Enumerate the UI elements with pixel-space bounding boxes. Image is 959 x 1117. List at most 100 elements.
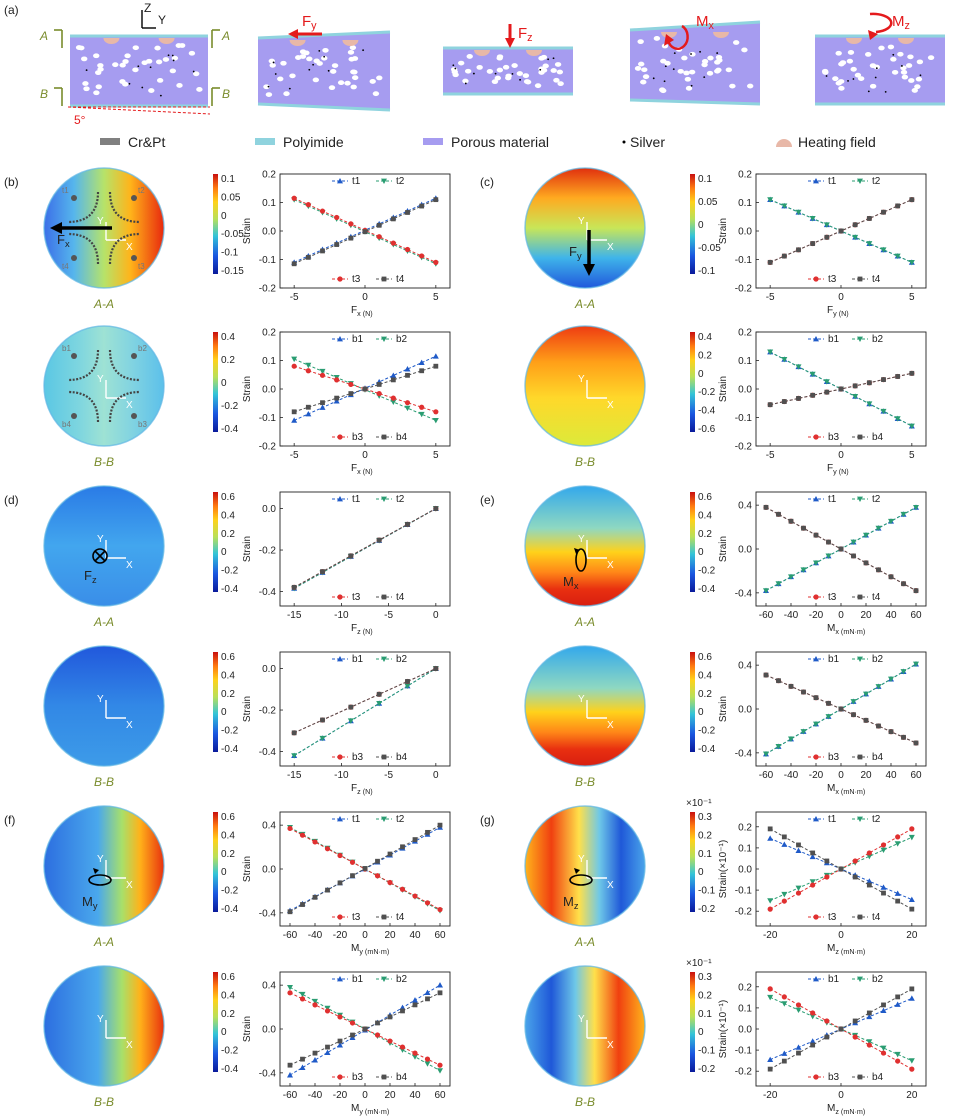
data-point	[809, 1013, 816, 1020]
data-point	[404, 405, 411, 412]
pore	[496, 67, 504, 73]
load-label: Fx	[57, 232, 70, 249]
sensor-trace	[108, 191, 141, 224]
data-point	[796, 842, 801, 848]
data-point	[826, 539, 831, 545]
data-point	[795, 1002, 802, 1008]
pore	[83, 86, 90, 92]
data-point	[350, 1032, 355, 1038]
section-letter: A	[221, 29, 230, 43]
colorbar-tick: -0.4	[221, 904, 239, 915]
data-point	[412, 997, 418, 1003]
y-tick-label: -0.1	[259, 255, 277, 266]
pore	[927, 55, 935, 61]
y-tick-label: -0.2	[735, 1067, 753, 1078]
legend-series-label: b1	[352, 654, 364, 665]
colorbar-tick: -0.2	[221, 886, 239, 897]
legend-series-label: b4	[872, 752, 884, 763]
pore	[869, 83, 877, 89]
data-point	[875, 525, 882, 532]
section-marker: A	[39, 29, 63, 48]
colorbar-tick: -0.1	[698, 1046, 716, 1057]
legend-series-label: b3	[828, 1072, 840, 1083]
legend-series-label: t3	[828, 274, 837, 285]
data-point	[419, 253, 425, 259]
colorbar-tick: 0	[698, 707, 704, 718]
data-point	[894, 253, 901, 260]
y-tick-label: 0.0	[262, 504, 276, 515]
silver-particle	[137, 65, 140, 68]
data-point	[287, 1072, 293, 1078]
data-point	[425, 996, 430, 1002]
series-legend: t3 t4	[332, 274, 405, 285]
data-point	[801, 525, 806, 531]
data-point	[337, 976, 343, 982]
pore	[188, 50, 196, 56]
data-point	[775, 744, 782, 750]
data-point	[337, 754, 343, 760]
x-tick-label: 60	[910, 610, 922, 621]
colorbar-gradient	[690, 174, 695, 274]
colorbar-tick: 0.6	[221, 812, 235, 823]
data-point	[863, 691, 869, 698]
strain-chart: -0.4 0.0 0.4 -60 -40 -20 0 20 40 60 Strain Mx (mN·m…	[718, 651, 927, 796]
strain-map: A-A Y X Mz 0.3 0.2 0.1 0 -0.1 -0.2 ×10⁻¹	[524, 798, 716, 949]
y-tick-label: 0.2	[738, 170, 752, 181]
y-tick-label: 0.4	[738, 501, 752, 512]
silver-particle	[690, 84, 693, 87]
data-point	[337, 816, 343, 822]
pore	[299, 49, 307, 55]
data-point	[824, 1034, 830, 1040]
data-point	[795, 1044, 802, 1050]
strain-chart: -0.4 -0.2 0.0 -15 -10 -5 0 Strain Fz (N) b1 b2 b3 b4	[242, 651, 451, 796]
y-axis-label: Strain	[718, 376, 729, 402]
local-y-label: Y	[97, 854, 104, 865]
series-legend: b1 b2	[808, 654, 884, 665]
data-point	[337, 496, 343, 502]
silver-particle	[141, 86, 144, 89]
data-point	[362, 1026, 368, 1032]
porous-block	[258, 32, 390, 110]
data-point	[433, 409, 439, 415]
pore	[175, 43, 182, 48]
force-label: Fz	[518, 25, 533, 44]
y-tick-label: 0.0	[738, 705, 752, 716]
data-point	[895, 994, 901, 1000]
pore	[891, 69, 899, 75]
legend-series-label: b3	[352, 1072, 364, 1083]
y-tick-label: 0.2	[262, 328, 276, 339]
data-point	[767, 1066, 773, 1072]
x-tick-label: 5	[909, 292, 915, 303]
pore	[97, 66, 104, 72]
silver-particle	[884, 90, 887, 93]
pore	[491, 79, 499, 85]
disc-rim	[43, 965, 165, 1087]
data-point	[824, 1018, 830, 1024]
data-point	[324, 1049, 331, 1055]
strain-map: A-A Y X Mx 0.6 0.4 0.2 0 -0.2 -0.4	[524, 485, 716, 629]
strain-chart: -0.2 -0.1 0.0 0.1 0.2 -20 0 20 Strain(×10⁻¹) Mz (…	[718, 971, 927, 1116]
section-title: B-B	[575, 775, 595, 789]
pore	[516, 71, 524, 76]
sensor-pad	[131, 195, 137, 201]
pore	[93, 90, 100, 96]
data-point	[781, 356, 788, 363]
data-point	[876, 723, 881, 729]
data-point	[348, 235, 354, 241]
local-y-label: Y	[578, 1014, 585, 1025]
data-point	[287, 909, 293, 915]
legend-series-label: b3	[352, 432, 364, 443]
moment-arrow	[869, 12, 893, 34]
colorbar-gradient	[213, 332, 218, 432]
silver-particle	[464, 82, 467, 85]
pore	[494, 75, 501, 81]
pore	[132, 45, 139, 51]
colorbar-tick: 0.4	[698, 670, 712, 681]
data-point	[767, 994, 774, 1001]
data-point	[852, 383, 858, 389]
data-point	[813, 434, 819, 440]
colorbar-tick: -0.2	[698, 904, 716, 915]
colorbar-tick: -0.6	[698, 424, 716, 435]
data-point	[796, 247, 801, 253]
series-line	[293, 508, 437, 588]
